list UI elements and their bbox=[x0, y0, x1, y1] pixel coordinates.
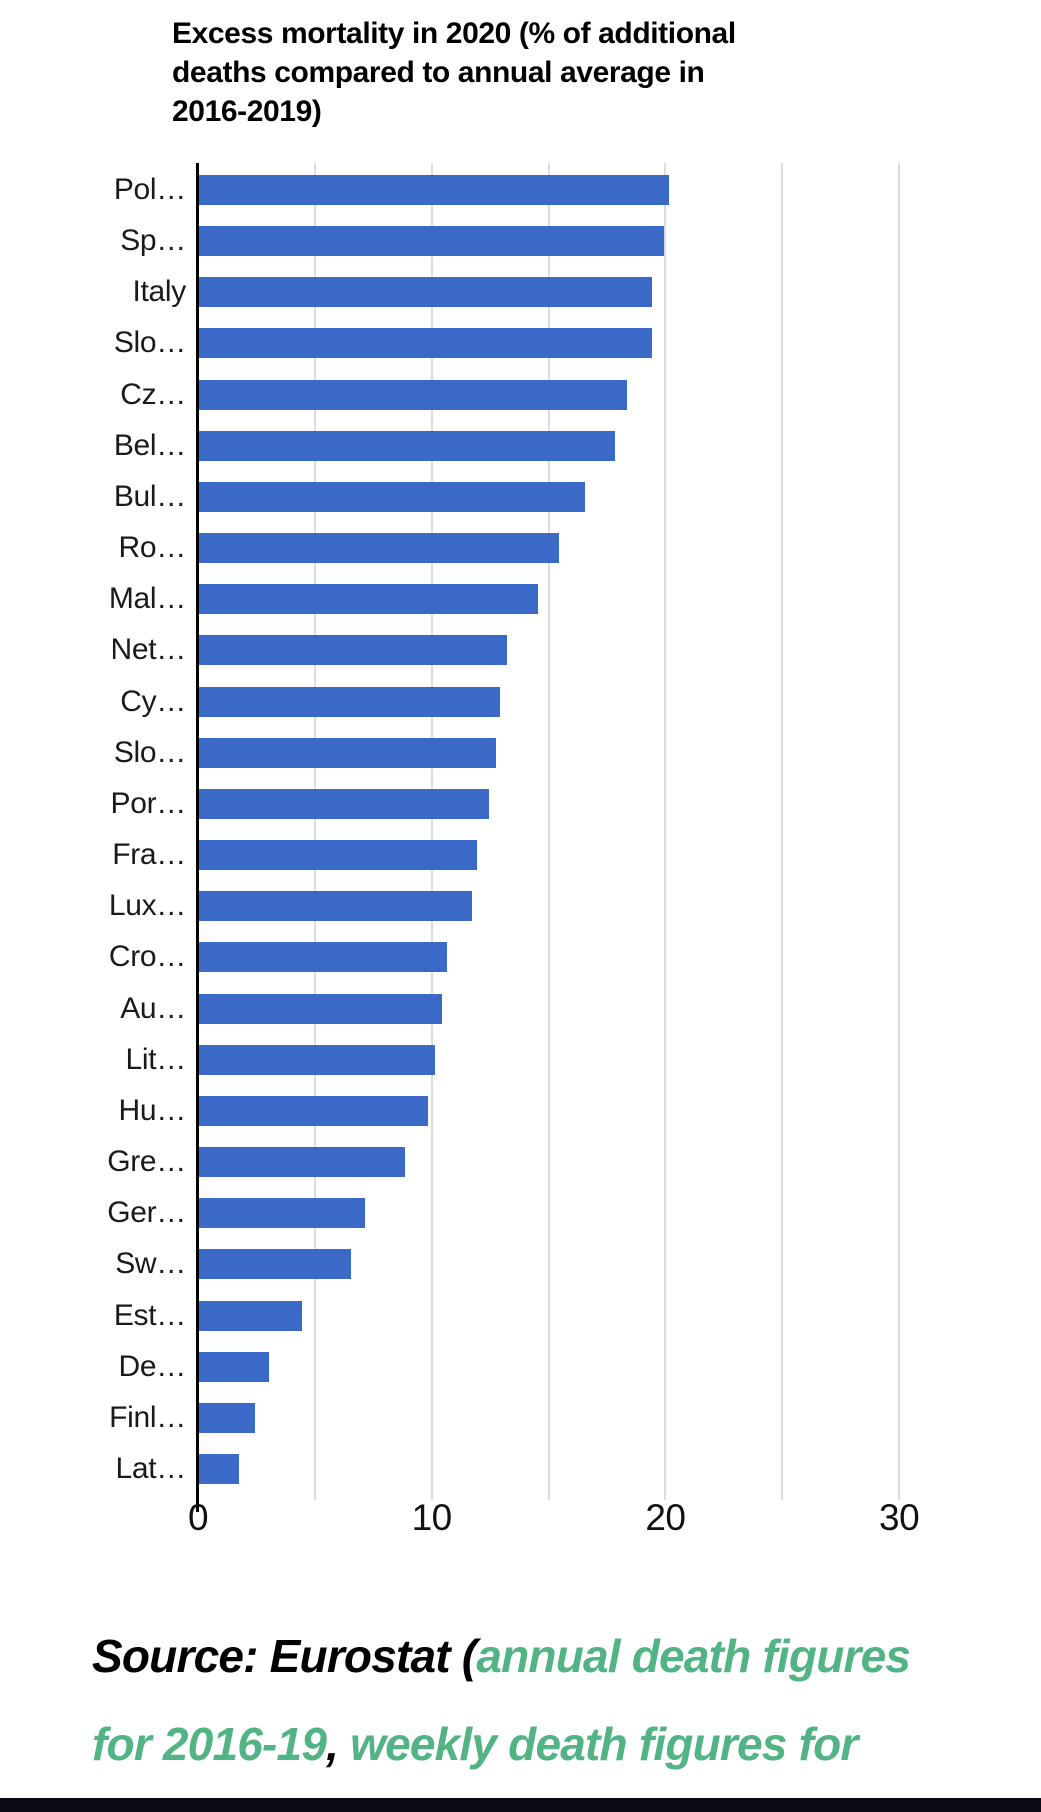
bar[interactable] bbox=[199, 686, 501, 717]
bar[interactable] bbox=[199, 533, 559, 564]
category-label: Ro… bbox=[118, 531, 187, 565]
bar[interactable] bbox=[199, 1351, 270, 1382]
x-tick-label: 30 bbox=[879, 1497, 920, 1538]
category-label: Est… bbox=[113, 1298, 186, 1332]
gridline bbox=[781, 163, 784, 1500]
category-label: Sp… bbox=[120, 224, 186, 258]
x-tick-label: 0 bbox=[187, 1497, 209, 1538]
chart-title-line-1: Excess mortality in 2020 (% of additiona… bbox=[172, 17, 736, 50]
bar[interactable] bbox=[199, 993, 443, 1024]
bar[interactable] bbox=[199, 737, 496, 768]
bar[interactable] bbox=[199, 1095, 429, 1126]
source-line: Source: Eurostat (annual death figures bbox=[92, 1612, 992, 1700]
source-label: , bbox=[326, 1718, 351, 1770]
source-link[interactable]: weekly death figures for bbox=[350, 1718, 858, 1770]
category-label: Por… bbox=[110, 786, 187, 820]
bar[interactable] bbox=[199, 379, 627, 410]
y-axis-line bbox=[196, 163, 199, 1512]
bar[interactable] bbox=[199, 1044, 436, 1075]
category-label: Au… bbox=[120, 991, 186, 1025]
category-label: Cz… bbox=[120, 377, 186, 411]
category-label: Gre… bbox=[107, 1145, 186, 1179]
source-label: Source: Eurostat ( bbox=[92, 1630, 477, 1682]
bar[interactable] bbox=[199, 635, 508, 666]
category-label: Cro… bbox=[108, 940, 186, 974]
bar[interactable] bbox=[199, 788, 489, 819]
bar[interactable] bbox=[199, 942, 447, 973]
category-label: Pol… bbox=[113, 173, 186, 206]
chart-title-line-2: deaths compared to annual average in bbox=[172, 56, 705, 89]
bar[interactable] bbox=[199, 175, 669, 205]
category-label: Italy bbox=[132, 275, 186, 309]
bar[interactable] bbox=[199, 1300, 302, 1331]
source-link[interactable]: for 2016-19 bbox=[92, 1718, 327, 1770]
gridline bbox=[664, 163, 667, 1500]
bottom-bar bbox=[0, 1798, 1041, 1812]
chart-title: Excess mortality in 2020 (% of additiona… bbox=[172, 14, 862, 131]
bar[interactable] bbox=[199, 1402, 256, 1433]
category-label: Sw… bbox=[115, 1247, 186, 1281]
bar[interactable] bbox=[199, 277, 653, 308]
bar[interactable] bbox=[199, 1198, 365, 1229]
category-label: Mal… bbox=[108, 582, 186, 616]
category-label: Cy… bbox=[120, 684, 186, 718]
category-label: Lit… bbox=[125, 1042, 187, 1076]
category-label: Slo… bbox=[113, 326, 186, 360]
source-line: for 2016-19, weekly death figures for bbox=[92, 1700, 992, 1788]
bar[interactable] bbox=[199, 1147, 405, 1178]
category-label: Ger… bbox=[107, 1196, 186, 1230]
category-label: Slo… bbox=[113, 735, 186, 769]
category-label: Hu… bbox=[118, 1093, 187, 1127]
gridline bbox=[430, 163, 433, 1500]
bar[interactable] bbox=[199, 226, 665, 257]
bar[interactable] bbox=[199, 1249, 351, 1280]
category-label: Bul… bbox=[113, 479, 186, 513]
category-label: Bel… bbox=[113, 428, 186, 462]
bar[interactable] bbox=[199, 481, 585, 512]
category-label: De… bbox=[118, 1349, 187, 1383]
x-tick-label: 10 bbox=[411, 1497, 453, 1538]
category-label: Lux… bbox=[108, 889, 186, 923]
source-link[interactable]: annual death figures bbox=[476, 1630, 911, 1682]
source-text: Source: Eurostat (annual death figures fo… bbox=[92, 1612, 992, 1788]
bar[interactable] bbox=[199, 328, 653, 359]
bar[interactable] bbox=[199, 430, 615, 461]
category-label: Net… bbox=[110, 633, 187, 667]
chart-title-line-3: 2016-2019) bbox=[172, 95, 322, 128]
gridline bbox=[313, 163, 316, 1500]
category-label: Finl… bbox=[109, 1400, 186, 1434]
category-label: Lat… bbox=[115, 1452, 186, 1485]
category-label: Fra… bbox=[112, 838, 186, 872]
bar[interactable] bbox=[199, 584, 538, 615]
bar[interactable] bbox=[199, 1454, 239, 1484]
x-tick-label: 20 bbox=[645, 1497, 686, 1538]
bar[interactable] bbox=[199, 840, 478, 871]
gridline bbox=[898, 163, 901, 1500]
bar[interactable] bbox=[199, 891, 473, 922]
gridline bbox=[547, 163, 550, 1500]
